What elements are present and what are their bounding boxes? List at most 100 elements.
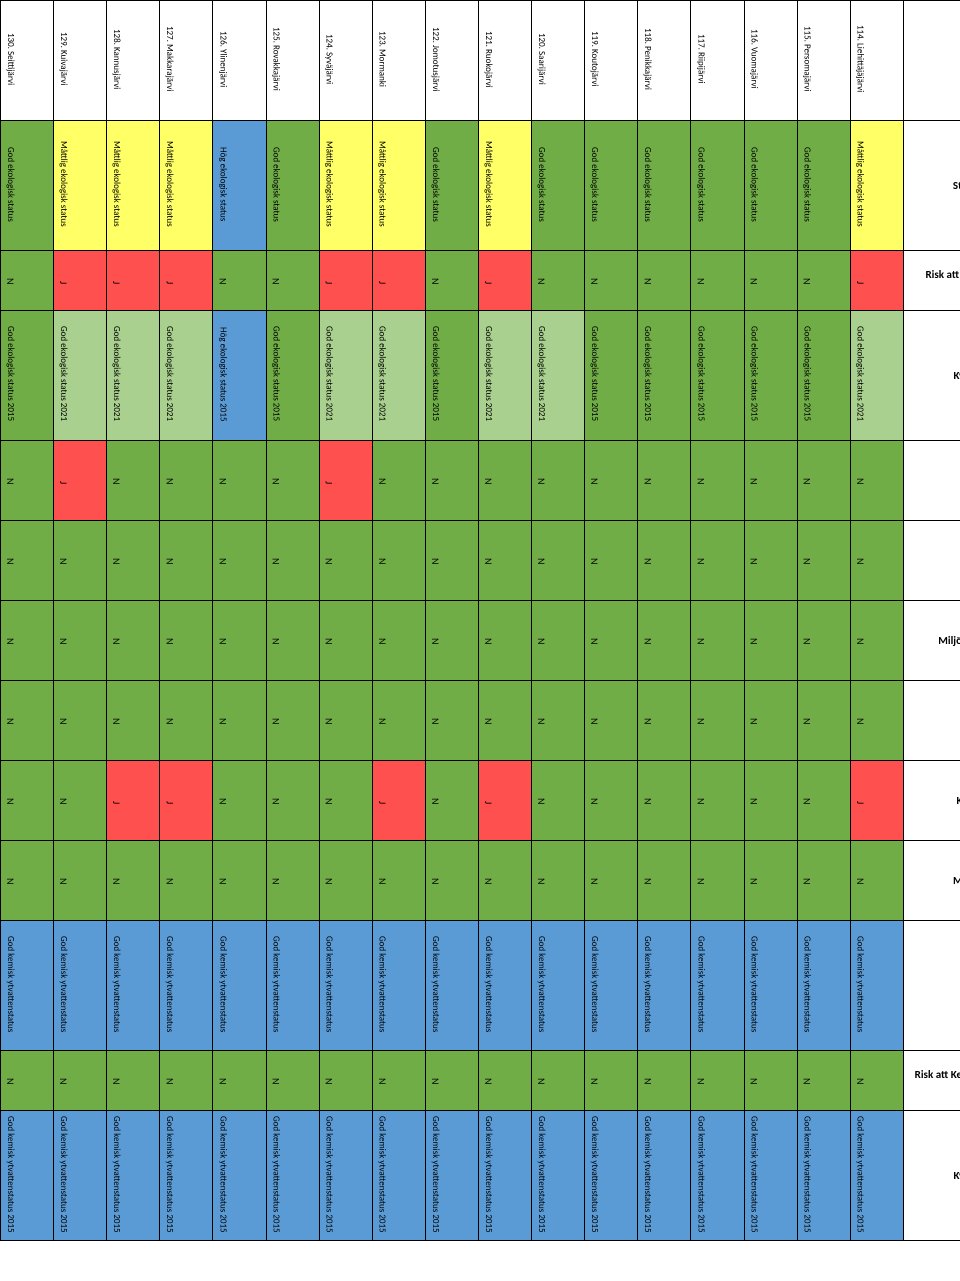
cell-r3-c0: God ekologisk status 2015 — [1, 311, 54, 441]
cell-r2-c12: N — [638, 251, 691, 311]
cell-r8-c1: N — [54, 761, 107, 841]
cell-r11-c0: N — [1, 1051, 54, 1111]
cell-r2-c2: J — [107, 251, 160, 311]
cell-r1-c0: God ekologisk status — [1, 121, 54, 251]
cell-r0-c7: 123. Mormanki — [372, 1, 425, 121]
cell-r4-c3: N — [160, 441, 213, 521]
cell-r1-c6: Måttlig ekologisk status — [319, 121, 372, 251]
cell-r7-c0: N — [1, 681, 54, 761]
cell-r12-c4: God kemisk ytvattenstatus 2015 — [213, 1111, 266, 1241]
cell-r9-c8: N — [425, 841, 478, 921]
cell-r1-c1: Måttlig ekologisk status — [54, 121, 107, 251]
cell-r10-c4: God kemisk ytvattenstatus — [213, 921, 266, 1051]
cell-r12-c7: God kemisk ytvattenstatus 2015 — [372, 1111, 425, 1241]
cell-r5-c2: N — [107, 521, 160, 601]
cell-r2-c14: N — [744, 251, 797, 311]
cell-r9-c10: N — [532, 841, 585, 921]
row-header-2: Risk att Ekologisk status/potential inte… — [903, 251, 960, 311]
cell-r12-c10: God kemisk ytvattenstatus 2015 — [532, 1111, 585, 1241]
cell-r9-c5: N — [266, 841, 319, 921]
cell-r7-c7: N — [372, 681, 425, 761]
cell-r11-c7: N — [372, 1051, 425, 1111]
cell-r1-c13: God ekologisk status — [691, 121, 744, 251]
cell-r10-c6: God kemisk ytvattenstatus — [319, 921, 372, 1051]
cell-r8-c12: N — [638, 761, 691, 841]
cell-r7-c1: N — [54, 681, 107, 761]
cell-r9-c15: N — [797, 841, 850, 921]
cell-r9-c11: N — [585, 841, 638, 921]
cell-r2-c6: J — [319, 251, 372, 311]
cell-r11-c5: N — [266, 1051, 319, 1111]
cell-r5-c14: N — [744, 521, 797, 601]
row-header-12: Kvalitetskrav och tidpunkt — [903, 1111, 960, 1241]
cell-r1-c15: God ekologisk status — [797, 121, 850, 251]
cell-r1-c8: God ekologisk status — [425, 121, 478, 251]
cell-r8-c6: N — [319, 761, 372, 841]
cell-r12-c1: God kemisk ytvattenstatus 2015 — [54, 1111, 107, 1241]
cell-r3-c15: God ekologisk status 2015 — [797, 311, 850, 441]
cell-r1-c12: God ekologisk status — [638, 121, 691, 251]
cell-r0-c4: 126. Ylinenjärvi — [213, 1, 266, 121]
cell-r3-c12: God ekologisk status 2015 — [638, 311, 691, 441]
cell-r6-c10: N — [532, 601, 585, 681]
row-header-9: Morfologiska förändringar — [903, 841, 960, 921]
cell-r6-c2: N — [107, 601, 160, 681]
cell-r11-c11: N — [585, 1051, 638, 1111]
cell-r8-c3: J — [160, 761, 213, 841]
cell-r9-c3: N — [160, 841, 213, 921]
cell-r1-c14: God ekologisk status — [744, 121, 797, 251]
cell-r8-c0: N — [1, 761, 54, 841]
cell-r1-c11: God ekologisk status — [585, 121, 638, 251]
cell-r2-c4: N — [213, 251, 266, 311]
cell-r8-c9: J — [478, 761, 531, 841]
row-header-11: Risk att Kemisk status (exkl kvicksilver… — [903, 1051, 960, 1111]
cell-r6-c5: N — [266, 601, 319, 681]
cell-r12-c8: God kemisk ytvattenstatus 2015 — [425, 1111, 478, 1241]
cell-r8-c7: J — [372, 761, 425, 841]
cell-r10-c5: God kemisk ytvattenstatus — [266, 921, 319, 1051]
cell-r12-c13: God kemisk ytvattenstatus 2015 — [691, 1111, 744, 1241]
cell-r6-c7: N — [372, 601, 425, 681]
cell-r1-c2: Måttlig ekologisk status — [107, 121, 160, 251]
cell-r4-c5: N — [266, 441, 319, 521]
cell-r3-c13: God ekologisk status 2015 — [691, 311, 744, 441]
cell-r6-c3: N — [160, 601, 213, 681]
cell-r12-c16: God kemisk ytvattenstatus 2015 — [850, 1111, 903, 1241]
cell-r2-c3: J — [160, 251, 213, 311]
cell-r7-c13: N — [691, 681, 744, 761]
cell-r0-c10: 120. Saarijärvi — [532, 1, 585, 121]
cell-r8-c13: N — [691, 761, 744, 841]
cell-r0-c15: 115. Persomajärvi — [797, 1, 850, 121]
cell-r11-c12: N — [638, 1051, 691, 1111]
cell-r10-c13: God kemisk ytvattenstatus — [691, 921, 744, 1051]
cell-r0-c14: 116. Vuomajärvi — [744, 1, 797, 121]
cell-r7-c8: N — [425, 681, 478, 761]
cell-r5-c10: N — [532, 521, 585, 601]
cell-r0-c11: 119. Koutojärvi — [585, 1, 638, 121]
cell-r11-c8: N — [425, 1051, 478, 1111]
row-header-8: Kontinuitetsförändringar — [903, 761, 960, 841]
cell-r3-c3: God ekologisk status 2021 — [160, 311, 213, 441]
cell-r4-c12: N — [638, 441, 691, 521]
cell-r11-c4: N — [213, 1051, 266, 1111]
cell-r4-c2: N — [107, 441, 160, 521]
cell-r4-c0: N — [1, 441, 54, 521]
row-header-4: Övergödning — [903, 441, 960, 521]
cell-r4-c13: N — [691, 441, 744, 521]
cell-r8-c11: N — [585, 761, 638, 841]
cell-r7-c16: N — [850, 681, 903, 761]
cell-r0-c8: 122. Jomotusjärvi — [425, 1, 478, 121]
water-status-table: 130. Seittijärvi129. Kuivajärvi128. Kann… — [0, 0, 960, 1241]
row-header-1: Status eller potential 2009 — [903, 121, 960, 251]
cell-r5-c5: N — [266, 521, 319, 601]
cell-r0-c1: 129. Kuivajärvi — [54, 1, 107, 121]
cell-r11-c3: N — [160, 1051, 213, 1111]
cell-r12-c12: God kemisk ytvattenstatus 2015 — [638, 1111, 691, 1241]
cell-r5-c3: N — [160, 521, 213, 601]
cell-r7-c11: N — [585, 681, 638, 761]
cell-r6-c4: N — [213, 601, 266, 681]
cell-r5-c7: N — [372, 521, 425, 601]
cell-r7-c4: N — [213, 681, 266, 761]
cell-r6-c1: N — [54, 601, 107, 681]
cell-r3-c10: God ekologisk status 2021 — [532, 311, 585, 441]
